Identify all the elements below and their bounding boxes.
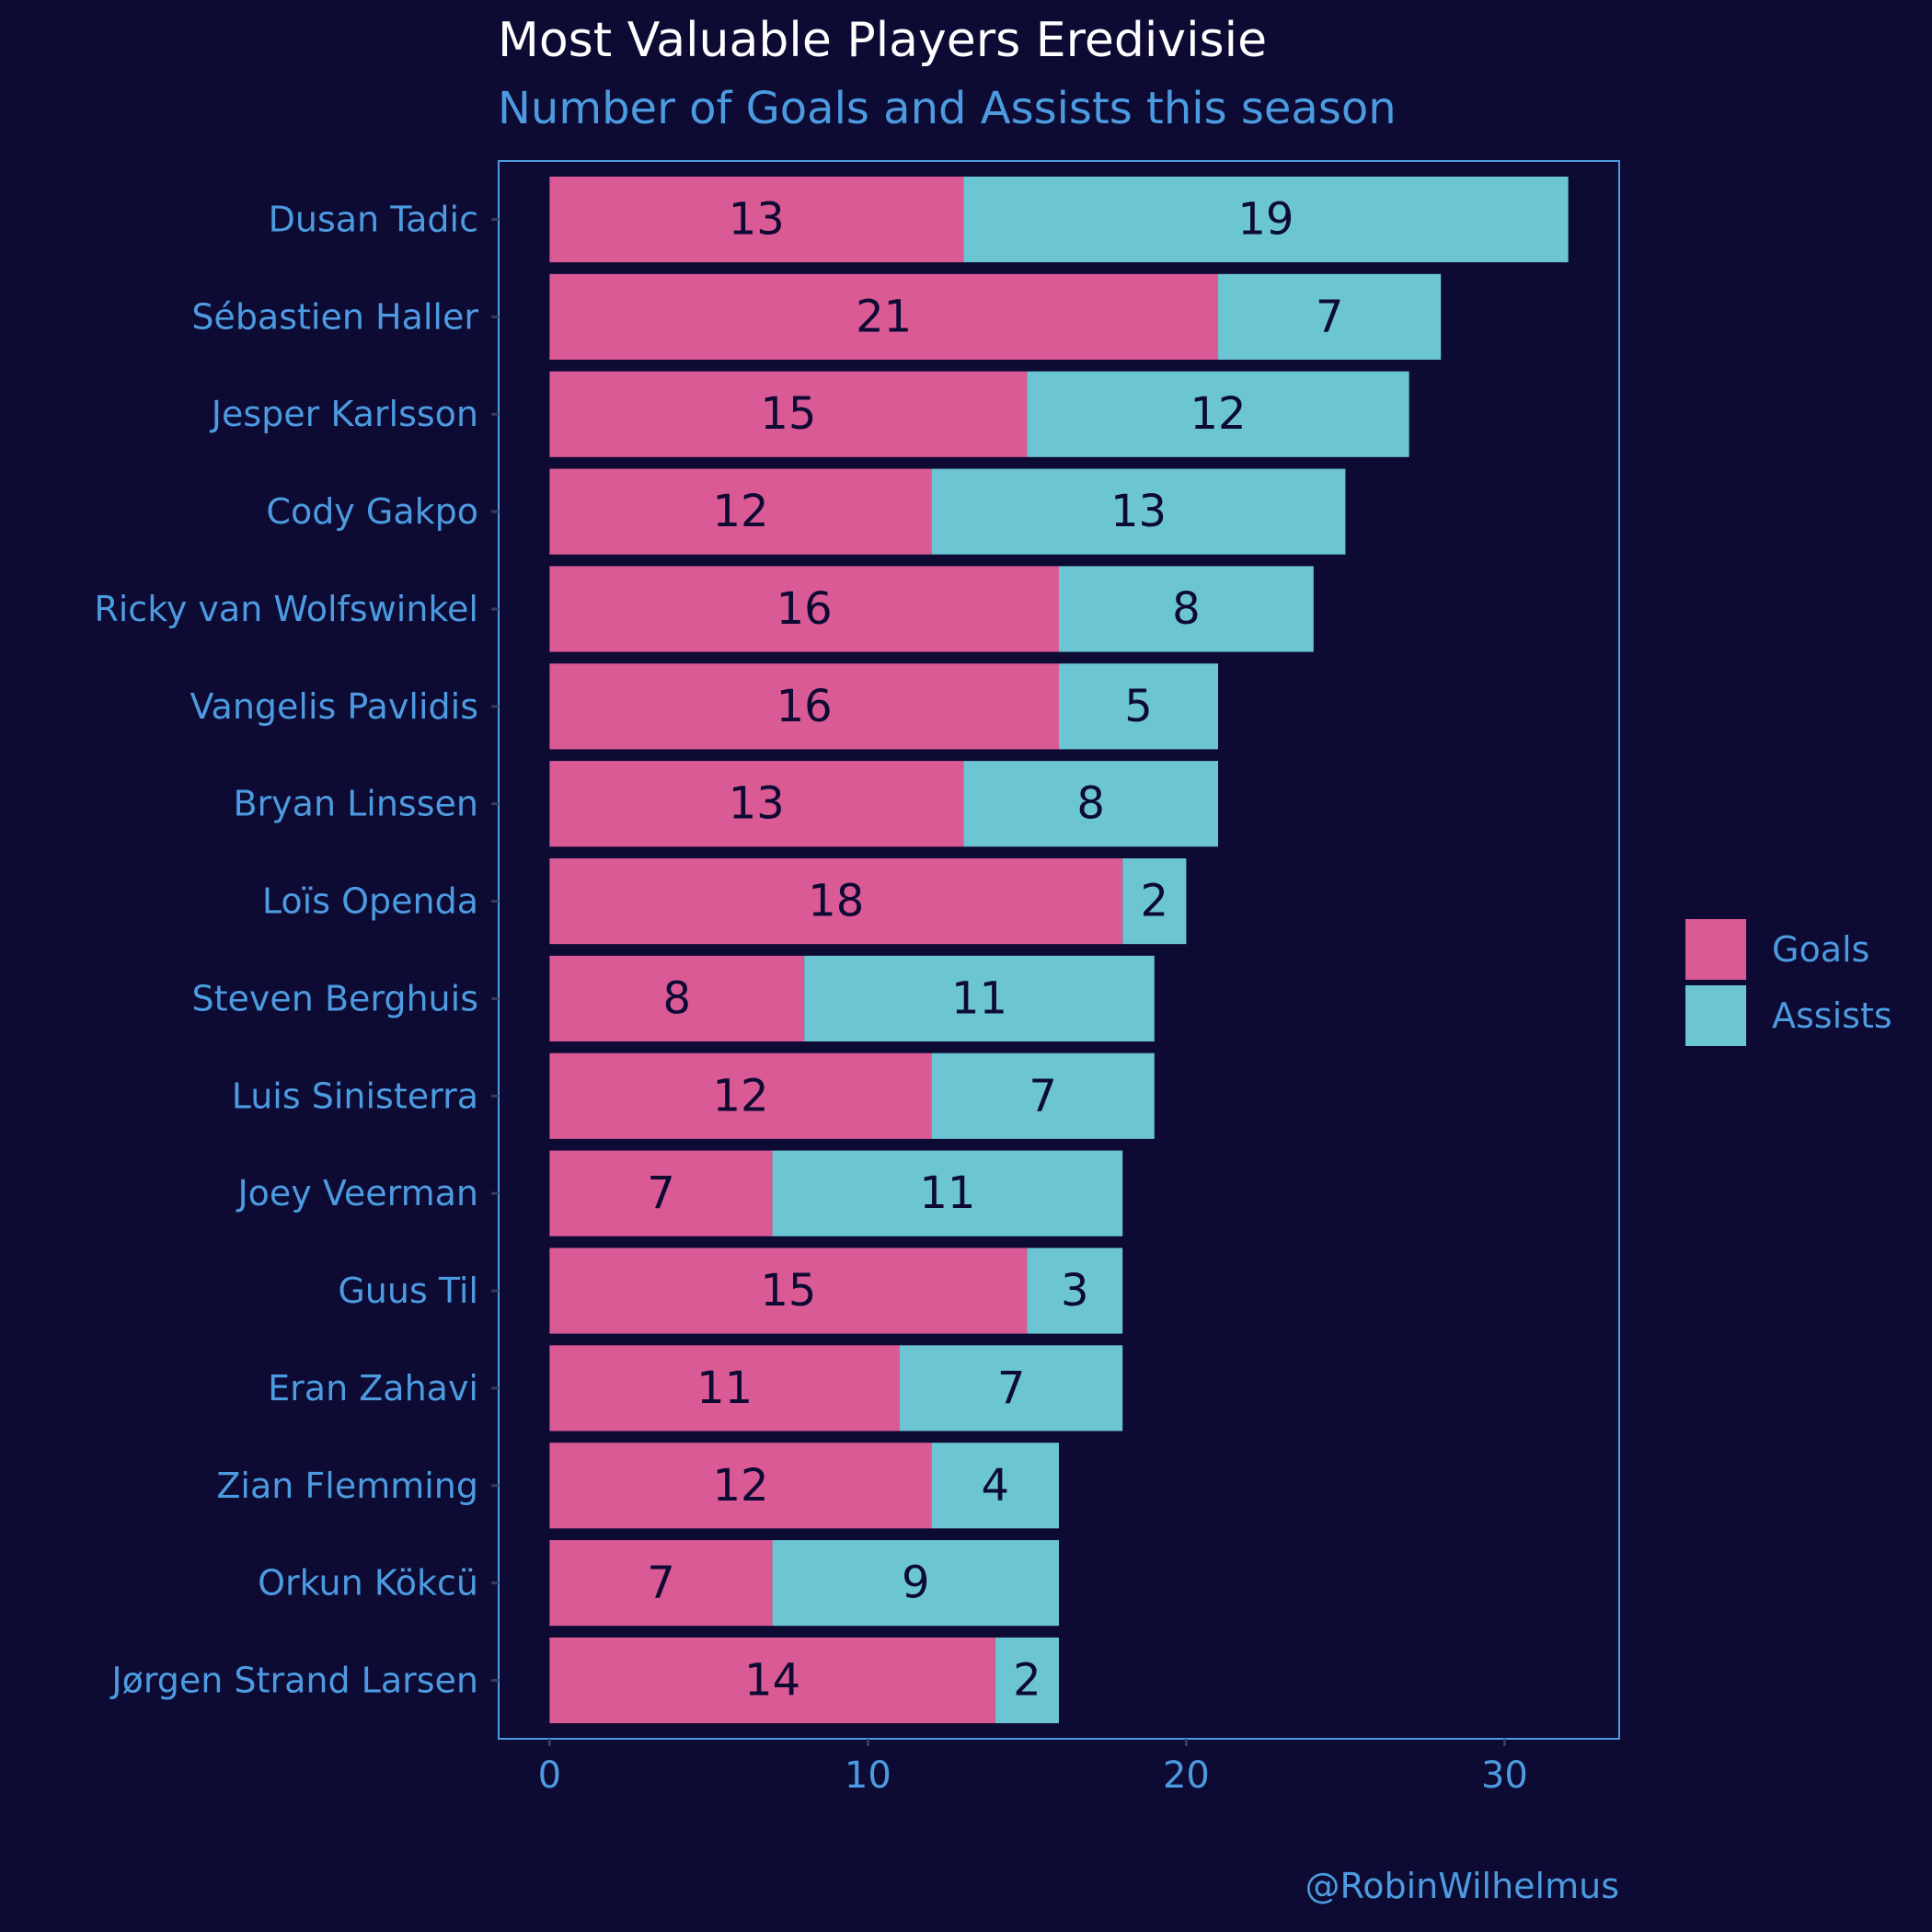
plot-panel-border <box>498 160 1620 1740</box>
bar-value-label: 4 <box>982 1460 1010 1512</box>
bar-goals <box>549 176 964 263</box>
legend-swatch-assists <box>1685 985 1746 1046</box>
x-tick-label: 20 <box>1163 1754 1210 1797</box>
bar-goals <box>549 1248 1028 1334</box>
chart-caption: @RobinWilhelmus <box>1305 1866 1619 1906</box>
y-tick-label: Cody Gakpo <box>266 491 478 532</box>
y-tick-label: Bryan Linssen <box>233 784 478 824</box>
bar-goals <box>549 857 1123 945</box>
bar-value-label: 7 <box>647 1558 675 1609</box>
legend-swatch-goals <box>1685 919 1746 980</box>
bar-value-label: 12 <box>712 1070 768 1121</box>
bar-value-label: 11 <box>951 972 1007 1024</box>
bar-goals <box>549 1150 773 1236</box>
bar-value-label: 18 <box>808 876 864 927</box>
bar-value-label: 14 <box>744 1654 800 1706</box>
bar-assists <box>963 176 1569 263</box>
bar-value-label: 12 <box>712 1460 768 1512</box>
bar-goals <box>549 1345 900 1432</box>
bar-value-label: 11 <box>919 1167 975 1219</box>
bar-value-label: 2 <box>1141 876 1169 927</box>
bar-value-label: 16 <box>776 681 833 732</box>
bar-value-label: 11 <box>696 1363 753 1414</box>
bar-goals <box>549 1540 773 1627</box>
chart-subtitle: Number of Goals and Assists this season <box>498 83 1397 134</box>
bar-assists <box>772 1540 1059 1627</box>
bar-goals <box>549 955 805 1042</box>
bar-goals <box>549 761 964 847</box>
y-tick-label: Vangelis Pavlidis <box>190 686 478 727</box>
bar-goals <box>549 1443 932 1529</box>
bar-value-label: 7 <box>1316 291 1344 342</box>
bar-value-label: 21 <box>856 291 912 342</box>
y-tick-label: Jørgen Strand Larsen <box>109 1660 478 1700</box>
bar-value-label: 12 <box>1190 388 1246 440</box>
y-tick-label: Guus Til <box>338 1271 478 1311</box>
bar-assists <box>1059 663 1219 750</box>
bar-value-label: 8 <box>662 972 691 1024</box>
bar-value-label: 15 <box>760 388 816 440</box>
bar-assists <box>772 1150 1123 1236</box>
bar-value-label: 7 <box>647 1167 675 1219</box>
y-tick-label: Luis Sinisterra <box>232 1075 478 1116</box>
bar-value-label: 5 <box>1124 681 1153 732</box>
bar-value-label: 13 <box>729 194 785 246</box>
bar-assists <box>963 761 1219 847</box>
y-tick-label: Loïs Openda <box>262 881 478 922</box>
y-tick-label: Ricky van Wolfswinkel <box>94 589 478 629</box>
bar-assists <box>1027 1248 1123 1334</box>
bar-assists <box>899 1345 1123 1432</box>
bar-assists <box>995 1637 1059 1724</box>
bar-value-label: 3 <box>1061 1265 1089 1317</box>
bar-value-label: 19 <box>1237 194 1294 246</box>
bar-assists <box>1027 371 1409 457</box>
x-tick-label: 10 <box>845 1754 891 1797</box>
legend-label: Goals <box>1772 929 1869 970</box>
y-tick-label: Joey Veerman <box>236 1173 478 1213</box>
bar-assists <box>931 1052 1155 1139</box>
bar-value-label: 16 <box>776 583 833 635</box>
y-tick-label: Jesper Karlsson <box>210 394 478 434</box>
y-tick-label: Dusan Tadic <box>269 200 478 240</box>
chart-title: Most Valuable Players Eredivisie <box>498 13 1268 68</box>
bar-assists <box>1059 566 1314 652</box>
bar-value-label: 7 <box>997 1363 1026 1414</box>
bar-goals <box>549 371 1028 457</box>
bar-value-label: 7 <box>1029 1070 1057 1121</box>
bar-value-label: 13 <box>729 778 785 830</box>
y-tick-label: Steven Berghuis <box>192 978 478 1018</box>
bar-goals <box>549 1052 932 1139</box>
bar-value-label: 12 <box>712 486 768 537</box>
y-tick-label: Orkun Kökcü <box>258 1563 478 1604</box>
x-tick-label: 30 <box>1481 1754 1528 1797</box>
bar-value-label: 8 <box>1076 778 1105 830</box>
y-tick-label: Eran Zahavi <box>268 1368 478 1409</box>
bar-goals <box>549 1637 995 1724</box>
bar-assists <box>1122 857 1187 945</box>
bar-value-label: 8 <box>1172 583 1201 635</box>
x-tick-label: 0 <box>538 1754 561 1797</box>
bar-assists <box>931 468 1346 555</box>
bar-value-label: 2 <box>1013 1654 1041 1706</box>
bar-value-label: 9 <box>902 1558 930 1609</box>
bar-goals <box>549 663 1059 750</box>
bar-goals <box>549 566 1059 652</box>
legend-label: Assists <box>1772 995 1892 1036</box>
bar-value-label: 15 <box>760 1265 816 1317</box>
y-tick-label: Zian Flemming <box>216 1466 478 1506</box>
y-tick-label: Sébastien Haller <box>191 296 478 337</box>
bar-value-label: 13 <box>1110 486 1167 537</box>
bar-goals <box>549 273 1219 360</box>
bar-assists <box>804 955 1155 1042</box>
bar-assists <box>931 1443 1059 1529</box>
bar-goals <box>549 468 932 555</box>
bar-assists <box>1218 273 1442 360</box>
